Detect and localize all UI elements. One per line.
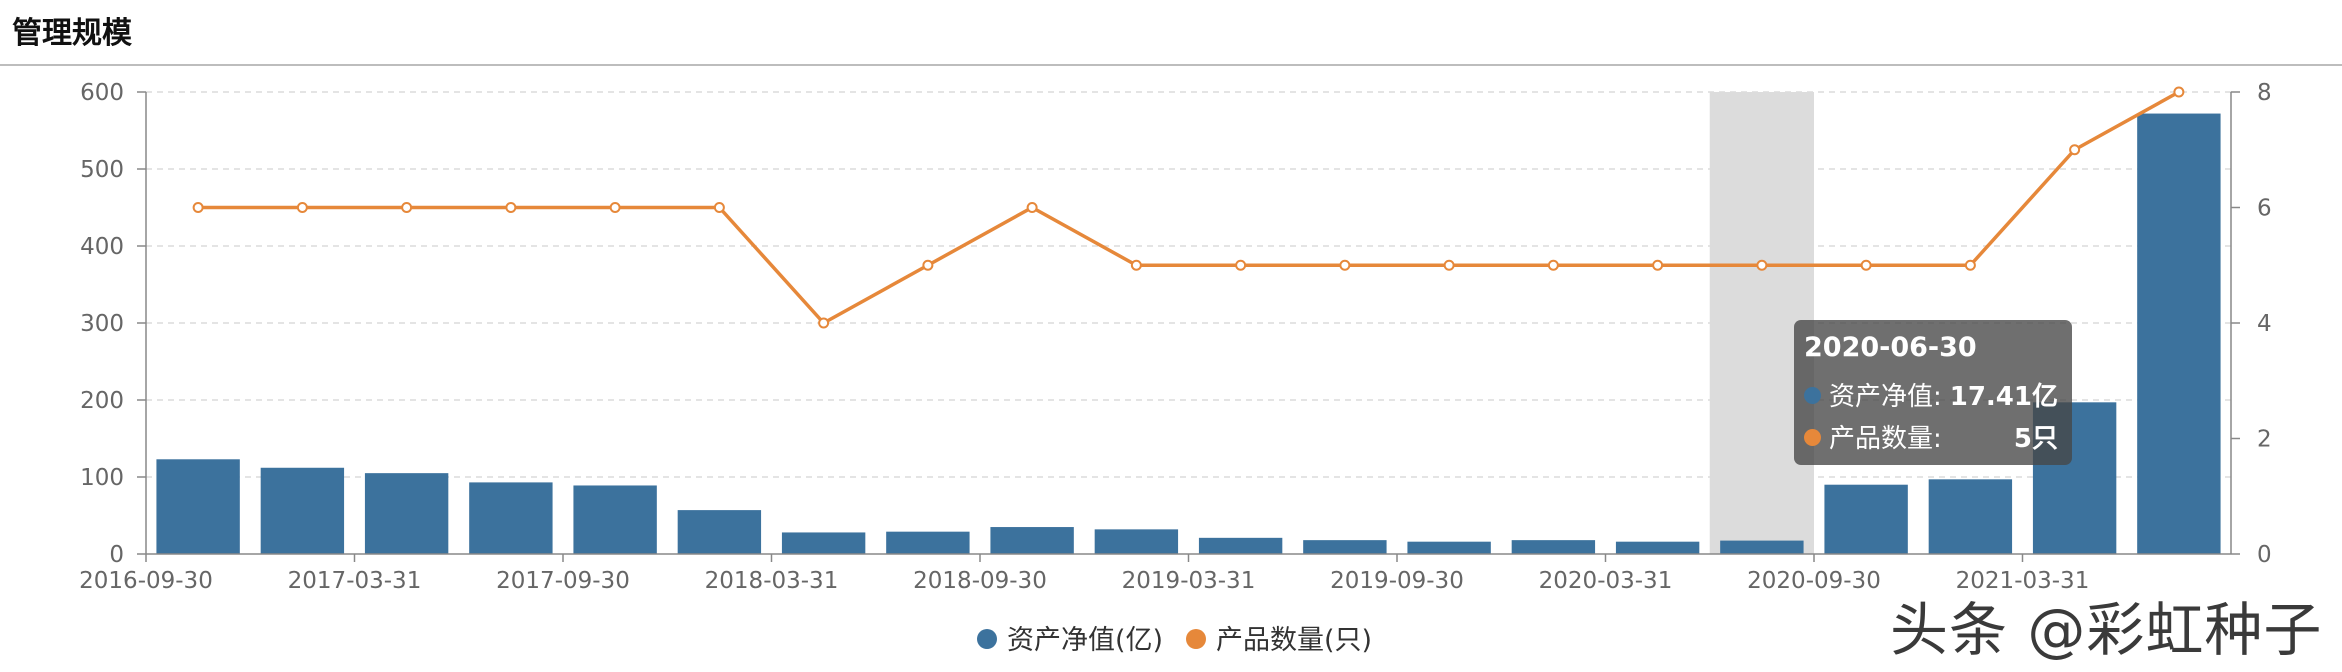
tooltip-row-value: 17.41亿 <box>1949 382 2058 412</box>
bar <box>2137 113 2221 554</box>
x-tick-label: 2018-03-31 <box>705 568 839 594</box>
line-point <box>1547 259 1559 271</box>
legend-bar-swatch <box>977 629 997 649</box>
line-point <box>1339 259 1351 271</box>
bar <box>1511 540 1596 554</box>
line-point <box>713 202 725 213</box>
bar <box>260 467 345 554</box>
x-tick-label: 2020-03-31 <box>1539 568 1673 594</box>
line-point <box>1235 259 1247 271</box>
watermark: 头条 @彩虹种子 <box>1890 596 2323 664</box>
bar <box>1615 541 1700 554</box>
line-series-dot-icon <box>1804 429 1821 446</box>
y-left-tick-label: 200 <box>80 388 124 414</box>
bar <box>1198 537 1283 554</box>
line-point <box>609 202 621 213</box>
bar <box>1720 540 1804 554</box>
line-point <box>818 317 830 329</box>
x-tick-label: 2017-03-31 <box>288 568 422 594</box>
bar <box>573 485 657 554</box>
page-title: 管理规模 <box>12 16 132 51</box>
line-point <box>401 202 413 213</box>
line-point <box>2069 144 2081 156</box>
bar <box>364 473 449 554</box>
x-tick-label: 2021-03-31 <box>1956 568 2090 594</box>
x-tick-label: 2018-09-30 <box>913 568 1047 594</box>
x-tick-label: 2019-09-30 <box>1330 568 1464 594</box>
tooltip-row-net-assets: 资产净值: 17.41亿 <box>1804 376 2058 412</box>
tooltip-row-value: 5只 <box>2013 424 2058 454</box>
line-point <box>1443 259 1455 271</box>
bar <box>469 482 553 554</box>
bar <box>1928 479 2013 554</box>
bar <box>886 531 970 554</box>
tooltip-row-label: 资产净值: <box>1829 382 1942 412</box>
line-point <box>192 202 204 213</box>
line-point <box>296 202 308 213</box>
y-right-tick-label: 2 <box>2257 427 2272 453</box>
line-point <box>1130 259 1142 271</box>
bar <box>990 527 1074 554</box>
y-right-tick-label: 4 <box>2257 311 2272 337</box>
x-tick-label: 2017-09-30 <box>496 568 630 594</box>
y-left-tick-label: 400 <box>80 234 124 260</box>
y-left-tick-label: 300 <box>80 311 124 337</box>
line-point <box>505 202 517 213</box>
line-point <box>2173 86 2185 98</box>
line-point <box>922 259 934 271</box>
y-left-tick-label: 100 <box>80 465 124 491</box>
bar <box>1407 541 1491 554</box>
chart-tooltip: 2020-06-30 资产净值: 17.41亿 产品数量: 5只 <box>1794 320 2072 465</box>
legend-line-label: 产品数量(只) <box>1216 625 1372 656</box>
bar <box>156 459 240 554</box>
bar <box>781 532 866 554</box>
line-point <box>1026 202 1038 213</box>
bar <box>677 510 762 554</box>
y-left-tick-label: 600 <box>80 80 124 106</box>
line-point <box>1860 259 1872 271</box>
line-point <box>1964 259 1976 271</box>
bar <box>1824 484 1908 554</box>
y-right-tick-label: 6 <box>2257 196 2272 222</box>
tooltip-row-product-count: 产品数量: 5只 <box>1804 418 2058 454</box>
y-right-tick-label: 8 <box>2257 80 2272 106</box>
tooltip-row-label: 产品数量: <box>1829 424 1942 454</box>
bar <box>1094 529 1179 554</box>
title-divider <box>0 64 2342 66</box>
bar-series-dot-icon <box>1804 387 1821 404</box>
y-left-tick-label: 0 <box>109 542 124 568</box>
y-right-tick-label: 0 <box>2257 542 2272 568</box>
legend-bar-label: 资产净值(亿) <box>1007 625 1163 656</box>
bar <box>1303 540 1387 554</box>
y-left-tick-label: 500 <box>80 157 124 183</box>
tooltip-date: 2020-06-30 <box>1804 332 1977 363</box>
x-tick-label: 2019-03-31 <box>1122 568 1256 594</box>
line-series <box>198 90 2180 325</box>
line-point <box>1756 259 1768 271</box>
line-point <box>1652 259 1664 271</box>
x-tick-label: 2016-09-30 <box>79 568 213 594</box>
legend-line-swatch <box>1186 629 1206 649</box>
x-tick-label: 2020-09-30 <box>1747 568 1881 594</box>
